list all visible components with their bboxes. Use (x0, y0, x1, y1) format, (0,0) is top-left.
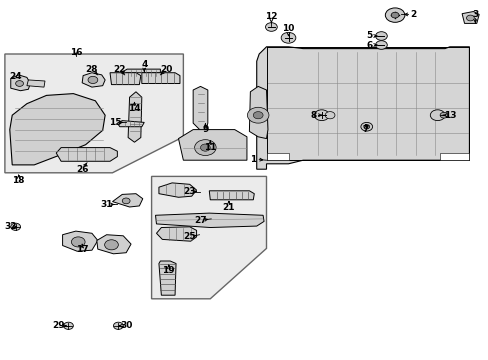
Text: 17: 17 (76, 245, 88, 253)
Text: 22: 22 (113, 65, 126, 74)
Polygon shape (10, 94, 105, 165)
Text: 1: 1 (250, 154, 256, 163)
Circle shape (63, 322, 73, 329)
Circle shape (390, 12, 398, 18)
Text: 9: 9 (202, 125, 208, 134)
Text: 30: 30 (120, 321, 132, 330)
Circle shape (200, 144, 210, 151)
Polygon shape (155, 213, 264, 228)
Text: 12: 12 (264, 12, 277, 21)
Polygon shape (120, 69, 160, 76)
Polygon shape (256, 47, 468, 169)
Circle shape (439, 112, 447, 118)
Text: 29: 29 (52, 321, 65, 330)
Text: 18: 18 (12, 176, 25, 185)
Polygon shape (209, 191, 254, 200)
Polygon shape (97, 235, 131, 254)
Circle shape (360, 122, 372, 131)
Text: 21: 21 (222, 202, 235, 211)
Circle shape (247, 107, 268, 123)
Polygon shape (266, 153, 288, 160)
Text: 28: 28 (85, 65, 98, 74)
Polygon shape (82, 73, 105, 87)
Polygon shape (27, 80, 45, 87)
Circle shape (385, 8, 404, 22)
Text: 11: 11 (203, 143, 216, 152)
Text: 10: 10 (282, 24, 294, 33)
Polygon shape (178, 130, 246, 160)
Polygon shape (56, 148, 117, 161)
Circle shape (429, 110, 444, 121)
Polygon shape (156, 227, 196, 241)
Polygon shape (193, 86, 207, 131)
Text: 23: 23 (183, 187, 196, 196)
Text: 5: 5 (366, 31, 371, 40)
Polygon shape (112, 194, 142, 207)
Text: 16: 16 (69, 48, 82, 57)
Circle shape (16, 81, 23, 86)
Text: 20: 20 (160, 65, 172, 74)
Text: 7: 7 (362, 125, 368, 134)
Circle shape (325, 112, 334, 119)
Text: 32: 32 (4, 222, 17, 231)
Circle shape (253, 112, 263, 119)
Circle shape (113, 322, 123, 329)
Circle shape (122, 198, 130, 204)
Polygon shape (249, 86, 267, 139)
Circle shape (375, 32, 386, 40)
Text: 25: 25 (183, 233, 196, 241)
Circle shape (104, 240, 118, 250)
Text: 3: 3 (471, 10, 477, 19)
Text: 19: 19 (162, 266, 175, 275)
Circle shape (363, 125, 369, 129)
Text: 26: 26 (76, 165, 88, 174)
Polygon shape (159, 183, 196, 197)
Text: 4: 4 (141, 60, 147, 69)
Text: 15: 15 (108, 118, 121, 127)
Text: 6: 6 (366, 40, 371, 49)
Text: 8: 8 (310, 111, 316, 120)
Polygon shape (117, 121, 144, 127)
Text: 31: 31 (100, 200, 113, 209)
Circle shape (466, 15, 473, 21)
Circle shape (11, 223, 20, 230)
Polygon shape (5, 54, 183, 173)
Polygon shape (11, 75, 30, 91)
Polygon shape (151, 176, 266, 299)
Polygon shape (62, 231, 98, 251)
Circle shape (375, 41, 386, 49)
Text: 13: 13 (443, 111, 455, 120)
Circle shape (314, 110, 328, 121)
Circle shape (88, 76, 98, 84)
Polygon shape (461, 12, 478, 23)
Polygon shape (439, 153, 468, 160)
Text: 27: 27 (194, 216, 206, 225)
Text: 24: 24 (9, 72, 22, 81)
Polygon shape (159, 261, 176, 295)
Polygon shape (142, 73, 180, 84)
Circle shape (194, 140, 216, 156)
Text: 14: 14 (128, 104, 141, 112)
Circle shape (71, 237, 85, 247)
Circle shape (281, 32, 295, 43)
Text: 2: 2 (409, 10, 415, 19)
Polygon shape (128, 92, 142, 142)
Polygon shape (110, 73, 141, 85)
Circle shape (265, 23, 277, 31)
